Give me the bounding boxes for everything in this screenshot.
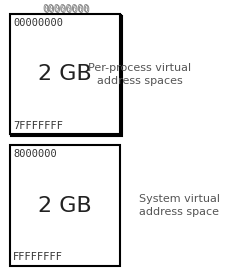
Text: FFFFFFFF: FFFFFFFF: [13, 252, 63, 262]
FancyBboxPatch shape: [11, 16, 122, 136]
Text: 2 GB: 2 GB: [38, 64, 92, 84]
Text: System virtual
address space: System virtual address space: [140, 194, 220, 217]
Text: Per-process virtual
address spaces: Per-process virtual address spaces: [88, 63, 191, 86]
Text: 00000000: 00000000: [42, 4, 89, 14]
FancyBboxPatch shape: [10, 14, 120, 135]
Text: 7FFFFFFF: 7FFFFFFF: [13, 121, 63, 131]
FancyBboxPatch shape: [10, 145, 120, 266]
Text: 00000000: 00000000: [13, 18, 63, 28]
Text: 2 GB: 2 GB: [38, 195, 92, 215]
Text: 8000000: 8000000: [13, 150, 57, 160]
Text: 00000000: 00000000: [43, 4, 90, 14]
FancyBboxPatch shape: [11, 15, 121, 135]
